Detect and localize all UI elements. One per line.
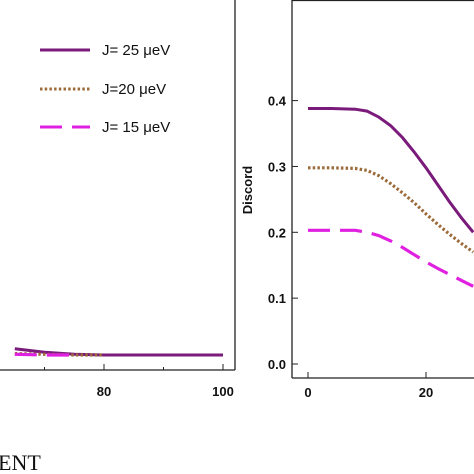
- right-y-axis-label: Discord: [240, 166, 255, 214]
- legend: J= 25 μeV J=20 μeV J= 15 μeV: [40, 42, 170, 136]
- right-y-tick-label-4: 0.4: [268, 94, 287, 109]
- left-x-tick-label-1: 100: [212, 384, 234, 399]
- right-x-tick-label-0: 0: [304, 385, 311, 400]
- left-series-group: [14, 347, 223, 357]
- right-series-line-1: [308, 166, 474, 254]
- legend-label-1: J=20 μeV: [102, 81, 166, 98]
- right-ticks: 0.0 0.1 0.2 0.3 0.4 0 20: [268, 94, 433, 400]
- right-y-tick-label-1: 0.1: [268, 291, 286, 306]
- left-series-line-2: [14, 352, 75, 357]
- left-panel: 80 100 J= 25 μeV J=20 μeV J= 15 μeV: [0, 0, 236, 399]
- left-series-line-0: [14, 347, 223, 357]
- right-y-tick-label-0: 0.0: [268, 357, 286, 372]
- right-series-group: [308, 107, 474, 288]
- left-x-ticks: 80 100: [44, 364, 234, 399]
- right-y-tick-label-2: 0.2: [268, 225, 286, 240]
- right-panel: 0.0 0.1 0.2 0.3 0.4 0 20 Discord: [240, 0, 474, 400]
- left-x-tick-label-0: 80: [97, 384, 111, 399]
- legend-label-0: J= 25 μeV: [102, 42, 170, 59]
- right-series-line-0: [308, 107, 474, 234]
- caption-fragment: ENT: [0, 450, 41, 474]
- legend-label-2: J= 15 μeV: [102, 119, 170, 136]
- right-series-line-2: [308, 228, 474, 288]
- right-y-tick-label-3: 0.3: [268, 159, 286, 174]
- right-x-tick-label-1: 20: [419, 385, 433, 400]
